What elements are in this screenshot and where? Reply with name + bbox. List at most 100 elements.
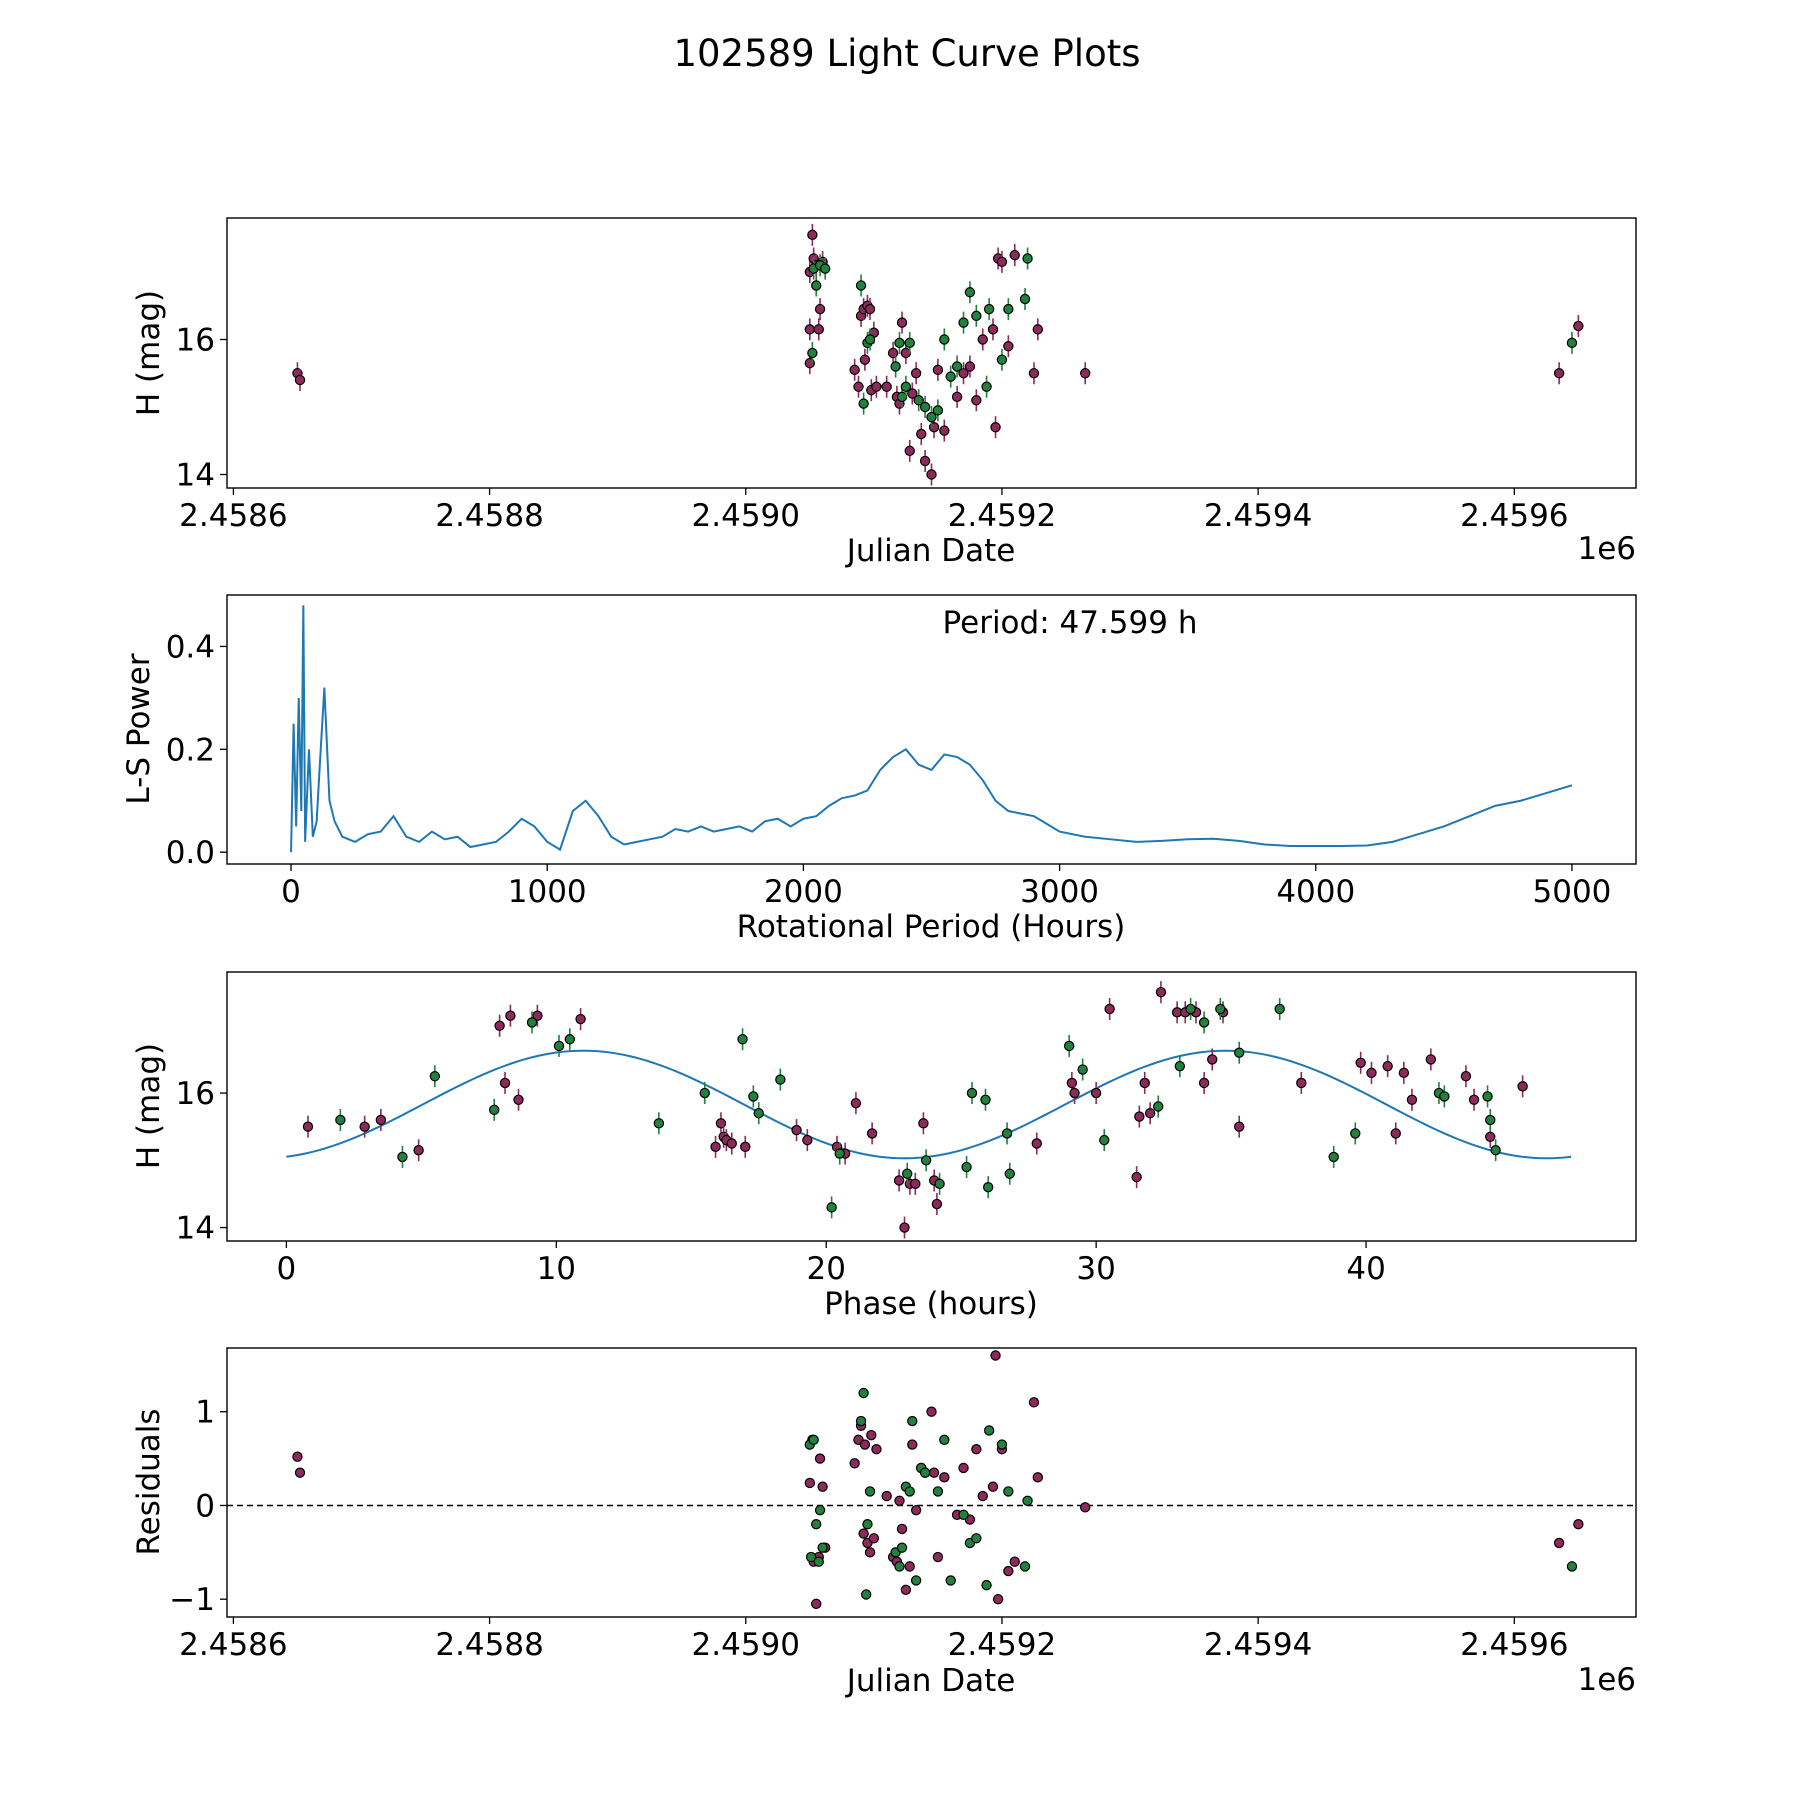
lightcurve-point-series-0 bbox=[1553, 368, 1565, 379]
residuals-point-series-1 bbox=[1566, 1561, 1578, 1572]
residuals-y-tick-label: 1 bbox=[195, 1395, 215, 1431]
residuals-x-offset: 1e6 bbox=[1577, 1662, 1636, 1698]
residuals-point-series-1 bbox=[805, 1551, 817, 1563]
phased-x-tick-label: 20 bbox=[807, 1251, 846, 1287]
lightcurve-point-series-1 bbox=[1003, 303, 1014, 315]
lightcurve-x-tick-label: 2.4588 bbox=[435, 498, 543, 534]
phased-point-series-0 bbox=[575, 1013, 586, 1025]
residuals-point-series-0 bbox=[977, 1490, 988, 1502]
residuals-point-series-1 bbox=[996, 1439, 1008, 1450]
lightcurve-point-series-1 bbox=[855, 280, 867, 291]
phased-y-tick-label: 16 bbox=[176, 1076, 215, 1112]
residuals-point-series-0 bbox=[864, 1547, 876, 1558]
phased-point-series-0 bbox=[302, 1121, 314, 1132]
lightcurve-point-series-0 bbox=[1003, 341, 1014, 352]
lightcurve-point-series-1 bbox=[939, 334, 950, 345]
lightcurve-point-series-1 bbox=[951, 361, 963, 372]
lightcurve-point-series-0 bbox=[896, 317, 908, 328]
residuals-point-series-0 bbox=[990, 1350, 1001, 1361]
residuals-point-series-1 bbox=[817, 1542, 828, 1553]
lightcurve-point-series-0 bbox=[813, 324, 824, 335]
lightcurve-point-series-0 bbox=[939, 425, 950, 436]
residuals-x-label: Julian Date bbox=[845, 1663, 1016, 1699]
phased-point-series-0 bbox=[1198, 1077, 1210, 1089]
lightcurve-x-tick-label: 2.4592 bbox=[948, 498, 1056, 534]
residuals-point-series-0 bbox=[900, 1584, 912, 1596]
phased-point-series-1 bbox=[1077, 1064, 1088, 1075]
lightcurve-point-series-1 bbox=[913, 395, 924, 406]
residuals-x-tick-label: 2.4592 bbox=[948, 1627, 1056, 1663]
lightcurve-point-series-0 bbox=[1573, 320, 1584, 332]
residuals-point-series-1 bbox=[1003, 1486, 1014, 1497]
residuals-point-series-1 bbox=[814, 1504, 826, 1516]
panel-phased: 0 10 20 30 40 14 16 Phase (hours) H (mag) bbox=[131, 971, 1637, 1322]
phased-point-series-1 bbox=[737, 1034, 748, 1045]
lightcurve-point-series-1 bbox=[1022, 253, 1033, 264]
phased-point-series-1 bbox=[1490, 1145, 1501, 1156]
lightcurve-point-series-0 bbox=[964, 361, 976, 372]
lightcurve-point-series-0 bbox=[971, 395, 982, 406]
periodogram-y-tick-label: 0.0 bbox=[166, 835, 215, 871]
lightcurve-point-series-0 bbox=[1009, 249, 1020, 261]
residuals-point-series-0 bbox=[928, 1467, 940, 1478]
phased-point-series-1 bbox=[1234, 1047, 1245, 1058]
periodogram-y-tick-label: 0.2 bbox=[166, 732, 215, 768]
phased-point-series-1 bbox=[748, 1091, 759, 1102]
residuals-point-series-0 bbox=[871, 1444, 882, 1455]
lightcurve-point-series-0 bbox=[1032, 324, 1044, 335]
phased-point-series-0 bbox=[1069, 1087, 1080, 1099]
residuals-point-series-1 bbox=[860, 1589, 872, 1600]
residuals-point-series-0 bbox=[1573, 1519, 1584, 1530]
phased-x-tick-label: 0 bbox=[277, 1251, 297, 1287]
residuals-x-tick-label: 2.4586 bbox=[179, 1627, 287, 1663]
phased-point-series-1 bbox=[699, 1087, 710, 1099]
residuals-point-series-0 bbox=[292, 1451, 303, 1462]
phased-point-series-1 bbox=[980, 1094, 991, 1105]
residuals-point-series-0 bbox=[294, 1467, 306, 1478]
residuals-point-series-0 bbox=[958, 1462, 969, 1474]
residuals-point-series-0 bbox=[859, 1439, 871, 1450]
phased-point-series-0 bbox=[513, 1094, 524, 1105]
lightcurve-point-series-1 bbox=[983, 303, 995, 315]
lightcurve-x-tick-label: 2.4586 bbox=[179, 498, 287, 534]
lightcurve-point-series-0 bbox=[932, 364, 944, 376]
residuals-point-series-0 bbox=[894, 1495, 905, 1506]
phased-point-series-0 bbox=[1090, 1087, 1102, 1099]
lightcurve-point-series-1 bbox=[894, 337, 905, 349]
phased-point-series-0 bbox=[1355, 1057, 1366, 1068]
phased-point-series-0 bbox=[1460, 1071, 1472, 1082]
phased-point-series-0 bbox=[893, 1175, 905, 1186]
periodogram-x-label: Rotational Period (Hours) bbox=[737, 909, 1126, 945]
lightcurve-point-series-1 bbox=[981, 381, 992, 392]
phased-point-series-0 bbox=[791, 1124, 802, 1136]
residuals-x-tick-label: 2.4590 bbox=[692, 1627, 800, 1663]
phased-point-series-0 bbox=[1144, 1108, 1156, 1119]
phased-point-series-0 bbox=[1134, 1111, 1145, 1122]
phased-point-series-0 bbox=[1390, 1128, 1401, 1139]
periodogram-line bbox=[290, 605, 1573, 853]
residuals-point-series-1 bbox=[919, 1467, 931, 1478]
phased-x-tick-label: 30 bbox=[1076, 1251, 1115, 1287]
phased-point-series-1 bbox=[564, 1034, 576, 1045]
phased-plot-frame bbox=[226, 971, 1637, 1242]
phased-point-series-1 bbox=[961, 1161, 972, 1173]
phased-point-series-0 bbox=[359, 1121, 370, 1132]
phased-x-tick-label: 10 bbox=[537, 1251, 576, 1287]
residuals-point-series-0 bbox=[858, 1528, 869, 1539]
phased-point-series-0 bbox=[1031, 1138, 1042, 1149]
phased-point-series-1 bbox=[1274, 1003, 1285, 1015]
residuals-point-series-1 bbox=[932, 1486, 944, 1497]
residuals-point-series-1 bbox=[896, 1542, 908, 1553]
lightcurve-point-series-1 bbox=[1019, 293, 1031, 305]
phased-point-series-0 bbox=[1406, 1094, 1418, 1105]
lightcurve-y-ticks: 14 16 bbox=[176, 323, 227, 494]
lightcurve-point-series-1 bbox=[1566, 337, 1578, 349]
periodogram-x-tick-label: 1000 bbox=[508, 874, 587, 910]
lightcurve-point-series-0 bbox=[990, 422, 1001, 433]
phased-point-series-0 bbox=[1131, 1171, 1142, 1183]
residuals-point-series-1 bbox=[813, 1556, 824, 1567]
residuals-point-series-1 bbox=[904, 1486, 915, 1497]
phased-point-series-0 bbox=[1485, 1131, 1496, 1142]
residuals-point-series-1 bbox=[939, 1434, 950, 1446]
phased-marks bbox=[286, 981, 1572, 1239]
